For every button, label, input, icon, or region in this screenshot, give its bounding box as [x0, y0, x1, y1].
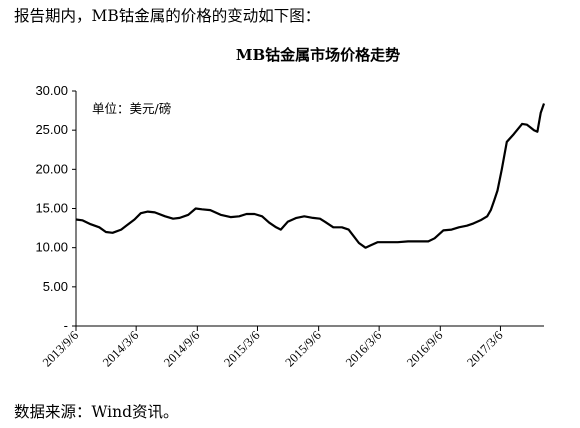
x-tick-label: 2014/3/6	[100, 328, 141, 369]
x-tick-label: 2015/3/6	[221, 328, 262, 369]
y-tick-label: 5.00	[43, 279, 68, 294]
intro-text: 报告期内，MB钴金属的价格的变动如下图：	[14, 7, 321, 25]
y-ticks: - 5.00 10.00 15.00 20.00 25.00 30.00	[35, 83, 76, 333]
y-tick-label: 30.00	[35, 83, 68, 98]
x-tick-label: 2016/9/6	[404, 328, 445, 369]
unit-label: 单位：美元/磅	[92, 101, 171, 116]
y-tick-label: -	[64, 318, 68, 333]
x-tick-label: 2014/9/6	[161, 328, 202, 369]
y-tick-label: 25.00	[35, 122, 68, 137]
source-text: 数据来源：Wind资讯。	[14, 403, 179, 421]
x-ticks: 2013/9/6 2014/3/6 2014/9/6 2015/3/6 2015/9/6…	[40, 326, 506, 370]
chart-title: MB钴金属市场价格走势	[236, 46, 400, 64]
x-tick-label: 2015/9/6	[282, 328, 323, 369]
price-series-line	[75, 103, 546, 249]
y-tick-label: 10.00	[35, 240, 68, 255]
x-tick-label: 2016/3/6	[343, 328, 384, 369]
y-tick-label: 15.00	[35, 201, 68, 216]
y-tick-label: 20.00	[35, 161, 68, 176]
x-tick-label: 2017/3/6	[464, 328, 505, 369]
x-tick-label: 2013/9/6	[40, 328, 81, 369]
